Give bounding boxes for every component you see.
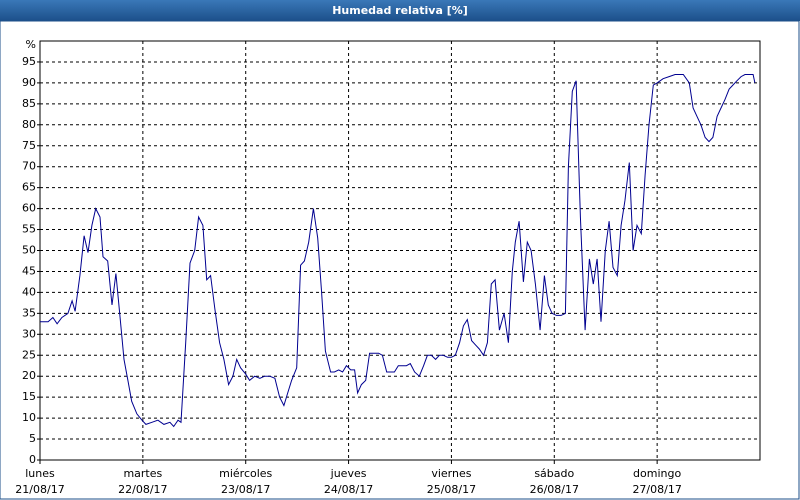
x-tick-label: martes — [123, 467, 162, 480]
y-tick-label: 55 — [22, 223, 36, 236]
x-tick-label: sábado — [534, 467, 574, 480]
y-tick-label: 0 — [29, 453, 36, 466]
y-tick-label: 90 — [22, 76, 36, 89]
x-tick-date: 24/08/17 — [324, 483, 373, 496]
y-tick-label: 60 — [22, 202, 36, 215]
x-tick-label: miércoles — [219, 467, 272, 480]
chart-title: Humedad relativa [%] — [332, 4, 468, 17]
x-tick-label: lunes — [25, 467, 55, 480]
y-tick-label: 45 — [22, 264, 36, 277]
y-tick-label: 50 — [22, 244, 36, 257]
x-tick-label: domingo — [633, 467, 681, 480]
x-tick-label: jueves — [330, 467, 367, 480]
y-tick-label: 40 — [22, 285, 36, 298]
y-tick-label: 70 — [22, 160, 36, 173]
y-tick-label: 65 — [22, 181, 36, 194]
y-tick-label: 5 — [29, 432, 36, 445]
data-line — [40, 74, 756, 428]
plot-frame — [39, 40, 761, 461]
y-tick-label: 10 — [22, 411, 36, 424]
x-tick-date: 25/08/17 — [427, 483, 476, 496]
y-tick-label: 15 — [22, 390, 36, 403]
y-tick-label: 80 — [22, 118, 36, 131]
y-tick-label: 75 — [22, 139, 36, 152]
title-bar — [0, 0, 800, 21]
y-tick-label: 35 — [22, 306, 36, 319]
x-tick-date: 21/08/17 — [15, 483, 64, 496]
x-tick-date: 27/08/17 — [632, 483, 681, 496]
y-tick-label: 30 — [22, 327, 36, 340]
x-tick-date: 26/08/17 — [530, 483, 579, 496]
y-tick-label: 25 — [22, 348, 36, 361]
window-border — [0, 20, 800, 500]
y-axis-label: % — [26, 38, 36, 51]
y-tick-label: 85 — [22, 97, 36, 110]
y-tick-label: 20 — [22, 369, 36, 382]
x-tick-label: viernes — [431, 467, 471, 480]
y-tick-label: 95 — [22, 55, 36, 68]
x-tick-date: 22/08/17 — [118, 483, 167, 496]
x-tick-date: 23/08/17 — [221, 483, 270, 496]
